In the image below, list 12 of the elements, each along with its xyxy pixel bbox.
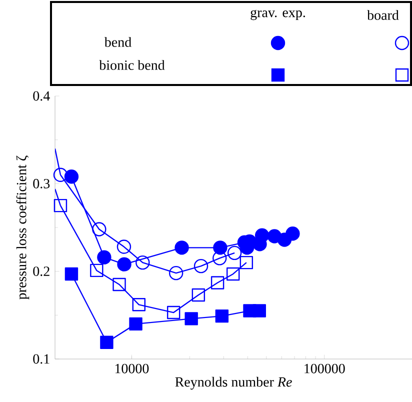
text: bend xyxy=(104,37,132,47)
y-tick-label: 0.4 xyxy=(33,91,50,101)
y-tick-label: 0.1 xyxy=(33,354,50,364)
y-tick-label: 0.2 xyxy=(33,266,50,276)
text: bionic bend xyxy=(99,60,165,70)
x-tick-label: 10000 xyxy=(115,364,149,374)
x-tick-label: 100000 xyxy=(304,364,345,374)
y-axis-title: pressure loss coefficient ζ xyxy=(16,156,30,300)
y-tick-label: 0.3 xyxy=(33,178,50,188)
x-axis-title: Reynolds number Re xyxy=(175,376,292,390)
text: board xyxy=(367,10,399,20)
text: grav. exp. xyxy=(250,10,306,20)
